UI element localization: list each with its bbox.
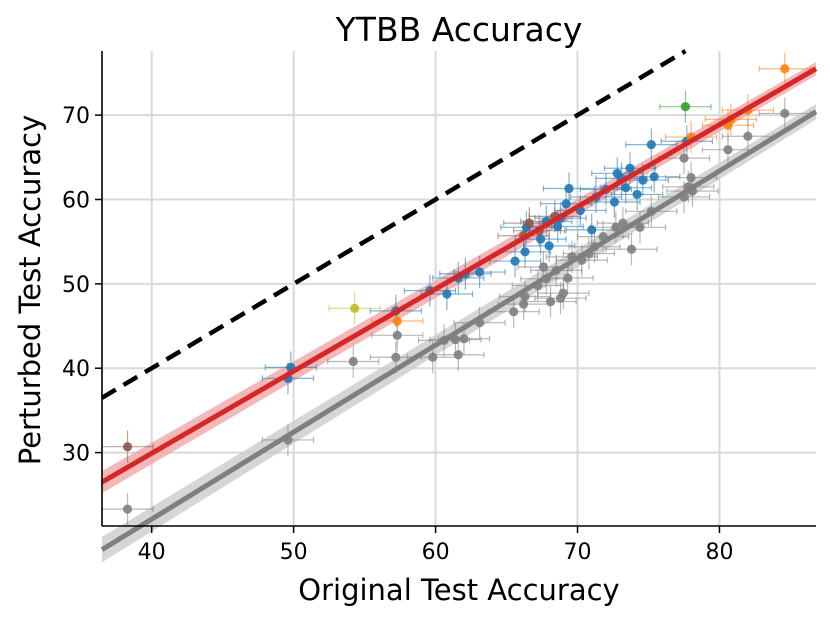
fit-lines [100,49,818,552]
data-point [626,244,637,254]
data-point [679,153,689,163]
axes [95,51,816,533]
data-point [611,222,621,232]
data-point [510,256,520,266]
data-point [564,183,574,194]
y-axis-label: Perturbed Test Accuracy [13,115,47,466]
y-tick-label: 60 [62,188,90,213]
data-point [428,352,438,362]
data-point [350,303,360,313]
data-point [538,262,549,272]
data-points [122,64,790,514]
x-tick-label: 70 [564,540,592,565]
data-point [474,267,485,277]
reference-line [100,49,687,400]
data-point [609,197,620,207]
data-point [625,163,635,173]
data-point [524,218,534,228]
data-point [780,108,790,119]
x-axis-label: Original Test Accuracy [298,573,619,607]
data-point [635,222,645,232]
fit-line [100,109,818,552]
x-tick-label: 80 [705,540,733,565]
data-point [392,330,402,340]
tick-labels: 40 50 60 70 80 30 40 50 60 70 [62,104,733,565]
error-bars [101,52,811,526]
data-point [587,225,597,235]
y-tick-label: 70 [62,104,90,129]
fit-line [100,66,818,485]
y-tick-label: 50 [62,273,90,298]
data-point [780,64,790,74]
data-point [450,334,461,345]
data-point [621,183,631,193]
data-point [509,307,519,317]
data-point [518,299,529,309]
data-point [348,356,358,367]
data-point [632,189,642,200]
data-point [646,140,656,150]
data-point [562,273,573,283]
data-point [743,131,753,141]
data-point [544,241,554,251]
data-point [618,218,628,228]
gridlines [102,51,816,526]
y-tick-label: 40 [62,357,90,382]
data-point [558,288,568,298]
x-tick-label: 40 [138,540,166,565]
data-point [723,145,733,155]
data-point [442,289,452,299]
data-point [391,352,401,362]
data-point [680,102,691,112]
x-tick-label: 60 [422,540,450,565]
data-point [561,199,571,209]
data-point [553,221,563,232]
data-point [122,442,133,452]
data-point [536,234,546,244]
data-point [122,504,133,514]
data-point [392,316,402,326]
data-point [459,334,469,344]
y-tick-label: 30 [62,442,90,467]
data-point [520,247,530,257]
data-point [453,350,463,360]
chart-title: YTBB Accuracy [335,10,583,49]
x-tick-label: 50 [280,540,308,565]
data-point [686,172,696,183]
data-point [649,172,659,182]
data-point [545,296,556,307]
data-point [638,175,648,185]
